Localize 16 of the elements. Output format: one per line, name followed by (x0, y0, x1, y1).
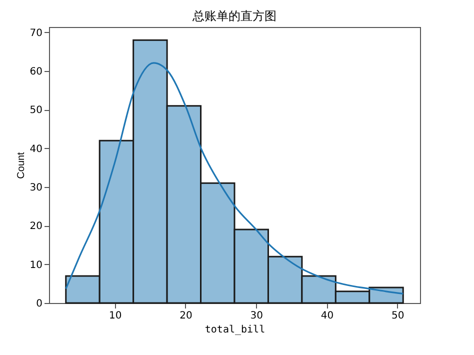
y-tick-label: 10 (30, 260, 42, 271)
x-tick-label: 30 (250, 310, 263, 322)
y-tick-label: 50 (30, 105, 42, 116)
x-tick-label: 20 (180, 310, 192, 322)
y-tick-label: 40 (30, 144, 42, 155)
chart-title: 总账单的直方图 (192, 9, 276, 23)
x-axis-title: total_bill (204, 324, 266, 336)
x-tick-label: 50 (392, 310, 404, 322)
y-tick-label: 0 (36, 298, 42, 310)
y-tick-label: 60 (30, 66, 42, 78)
x-tick-label: 10 (108, 310, 122, 322)
y-tick-label: 20 (30, 221, 42, 232)
x-tick-label: 40 (320, 310, 334, 322)
y-axis-title: Count (16, 152, 27, 179)
y-tick-label: 30 (30, 182, 42, 194)
y-tick-label: 70 (30, 28, 42, 39)
